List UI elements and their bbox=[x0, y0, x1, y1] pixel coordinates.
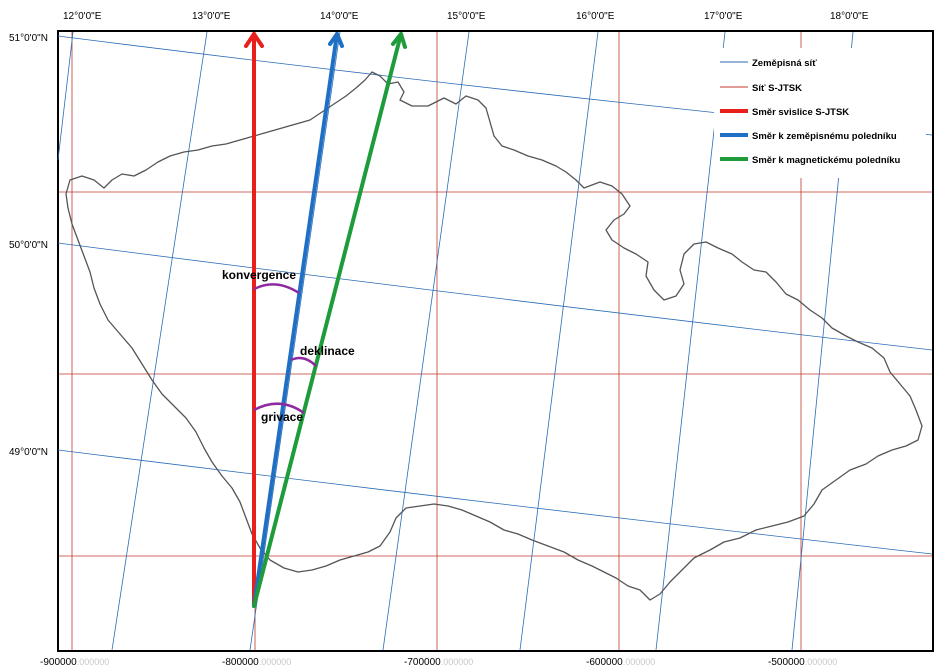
meridian-line bbox=[519, 31, 599, 651]
left-tick-label: 51°0'0"N bbox=[9, 33, 48, 44]
meridian-line bbox=[249, 31, 341, 651]
meridian-line bbox=[655, 31, 726, 651]
legend-label: Směr svislice S-JTSK bbox=[752, 107, 849, 118]
left-tick-label: 50°0'0"N bbox=[9, 240, 48, 251]
bottom-tick-label: -500000.000000 bbox=[768, 657, 837, 668]
legend-item: Směr k zeměpisnému poledníku bbox=[720, 131, 897, 142]
top-tick-label: 18°0'0"E bbox=[830, 11, 869, 22]
left-tick-label: 49°0'0"N bbox=[9, 447, 48, 458]
legend-item: Směr k magnetickému poledníku bbox=[720, 155, 901, 166]
country-border bbox=[65, 71, 923, 601]
top-tick-label: 17°0'0"E bbox=[704, 11, 743, 22]
legend-label: Síť S-JTSK bbox=[752, 83, 802, 94]
meridian-line bbox=[111, 31, 208, 651]
top-ticks: 12°0'0"E 13°0'0"E 14°0'0"E 15°0'0"E 16°0… bbox=[63, 11, 869, 22]
grivation-arc bbox=[253, 402, 305, 415]
top-tick-label: 16°0'0"E bbox=[576, 11, 615, 22]
bottom-tick-label: -700000.000000 bbox=[404, 657, 473, 668]
legend-item: Směr svislice S-JTSK bbox=[720, 107, 849, 118]
meridian-line bbox=[382, 31, 470, 651]
magnetic-meridian-arrow bbox=[252, 32, 407, 608]
grivation-label: grivace bbox=[261, 410, 303, 424]
direction-arrows bbox=[244, 32, 407, 608]
parallel-line bbox=[57, 449, 933, 555]
top-tick-label: 14°0'0"E bbox=[320, 11, 359, 22]
legend-label: Směr k magnetickému poledníku bbox=[752, 155, 901, 166]
legend-background bbox=[714, 48, 926, 178]
legend: Zeměpisná síť Síť S-JTSK Směr svislice S… bbox=[714, 48, 926, 178]
legend-label: Zeměpisná síť bbox=[752, 58, 817, 69]
top-tick-label: 15°0'0"E bbox=[447, 11, 486, 22]
meridian-line bbox=[57, 31, 74, 161]
legend-label: Směr k zeměpisnému poledníku bbox=[752, 131, 897, 142]
bottom-tick-label: -800000.000000 bbox=[222, 657, 291, 668]
parallel-line bbox=[57, 242, 933, 351]
declination-label: deklinace bbox=[300, 344, 355, 358]
bottom-ticks: -900000.000000 -800000.000000 -700000.00… bbox=[40, 657, 837, 668]
left-ticks: 51°0'0"N 50°0'0"N 49°0'0"N bbox=[9, 33, 48, 458]
top-tick-label: 12°0'0"E bbox=[63, 11, 102, 22]
geographic-meridian-arrow bbox=[252, 32, 344, 608]
declination-arc bbox=[290, 356, 317, 367]
angle-arcs bbox=[253, 283, 317, 415]
legend-item: Zeměpisná síť bbox=[720, 58, 817, 69]
vertical-direction-arrow bbox=[244, 32, 264, 608]
bottom-tick-label: -600000.000000 bbox=[586, 657, 655, 668]
convergence-label: konvergence bbox=[222, 268, 296, 282]
legend-item: Síť S-JTSK bbox=[720, 83, 802, 94]
top-tick-label: 13°0'0"E bbox=[192, 11, 231, 22]
bottom-tick-label: -900000.000000 bbox=[40, 657, 109, 668]
convergence-arc bbox=[253, 283, 300, 295]
